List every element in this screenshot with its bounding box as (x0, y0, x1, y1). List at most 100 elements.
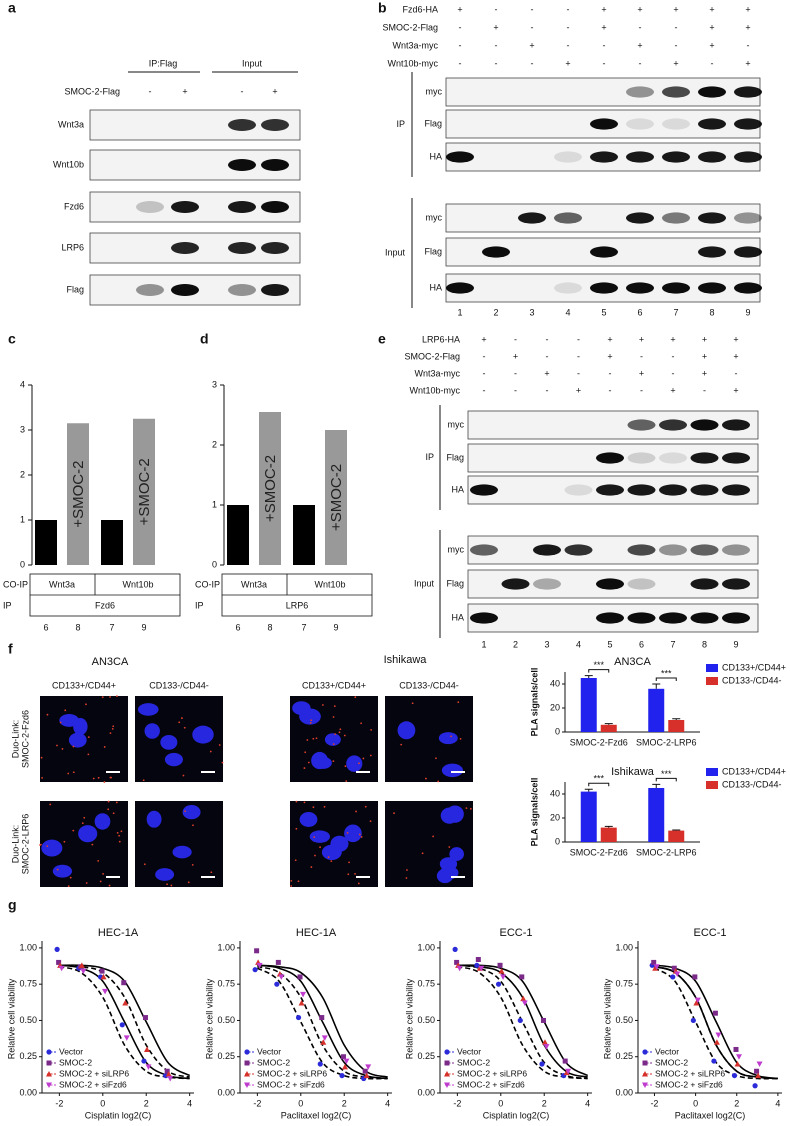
group-label: IP:Flag (149, 58, 178, 68)
y-axis-label: Relative cell viability (602, 978, 612, 1059)
sign: + (607, 334, 612, 344)
pla-dot (92, 777, 95, 780)
blot-band (596, 612, 624, 624)
pla-dot (143, 863, 146, 866)
point (752, 1083, 758, 1089)
blot-band (627, 578, 656, 590)
chart-title: HEC-1A (296, 927, 337, 939)
sign: - (495, 58, 498, 68)
y-tick-label: 0.50 (19, 1015, 37, 1025)
blot-band (554, 282, 582, 294)
blot-band (627, 452, 656, 464)
y-tick-label: 0.50 (417, 1015, 435, 1025)
blot-band (261, 201, 289, 213)
lane-number: 7 (673, 307, 678, 317)
legend-marker (244, 1049, 250, 1055)
x-tick-label: SMOC-2-LRP6 (636, 737, 697, 747)
point (320, 1039, 327, 1045)
legend-marker (46, 1049, 52, 1055)
x-tick-label: 4 (585, 1098, 590, 1108)
pla-dot (41, 776, 44, 779)
legend-label: Vector (457, 1046, 481, 1056)
sign: - (149, 86, 152, 96)
y-tick-label: 1.00 (19, 942, 37, 952)
pla-dot (112, 812, 115, 815)
sign: - (609, 385, 612, 395)
blot-band (261, 242, 289, 254)
lane-number: 6 (637, 307, 642, 317)
nucleus (68, 732, 87, 748)
pla-dot (469, 807, 472, 810)
blot-band (590, 151, 618, 163)
lane-number: 8 (709, 307, 714, 317)
blot-band (470, 484, 498, 496)
point (517, 1017, 523, 1024)
point (671, 965, 677, 971)
legend-marker (244, 1060, 250, 1066)
nucleus (449, 847, 464, 861)
sign: + (733, 351, 738, 361)
point (102, 988, 109, 995)
blot-band (659, 419, 687, 431)
x-tick-label: 8 (75, 622, 80, 632)
nucleus (438, 732, 458, 745)
pla-dot (85, 703, 87, 706)
column-header: CD133+/CD44+ (52, 680, 116, 690)
pla-dot (334, 733, 337, 736)
y-tick-label: 1.00 (615, 942, 633, 952)
bar (325, 430, 347, 565)
point (141, 1058, 147, 1064)
blot-band (690, 419, 719, 431)
y-tick-label: 1 (20, 514, 25, 524)
point (755, 1072, 762, 1079)
chart-title: AN3CA (614, 656, 651, 668)
sign: - (577, 351, 580, 361)
blot-band (596, 578, 624, 590)
point (339, 1072, 345, 1079)
sign: + (637, 4, 642, 14)
sign: - (483, 385, 486, 395)
x-tick-label: 6 (43, 622, 48, 632)
pla-dot (432, 835, 435, 838)
y-axis-label: PLA signals/cell (529, 668, 539, 737)
blot-label: myc (448, 544, 465, 554)
point (539, 1061, 545, 1067)
point (142, 1015, 148, 1021)
blot-band (626, 282, 654, 294)
pla-dot (303, 801, 306, 804)
pla-dot (295, 827, 298, 830)
blot-band (596, 452, 624, 464)
x-tick-label: 6 (235, 622, 240, 632)
pla-dot (332, 743, 335, 746)
point (295, 1014, 302, 1021)
cell-line-label: AN3CA (92, 656, 129, 668)
group-label: IP (425, 452, 434, 462)
blot-band (734, 118, 762, 130)
blot-band (446, 282, 474, 294)
condition-label: SMOC-2-Flag (404, 351, 460, 361)
pla-dot (103, 781, 106, 783)
pla-dot (435, 757, 437, 760)
row-label: SMOC-2-LRP6 (20, 814, 30, 875)
y-tick-label: 2 (20, 469, 25, 479)
pla-dot (107, 808, 110, 811)
sign: + (576, 385, 581, 395)
blot-band (722, 612, 750, 624)
lane-number: 3 (529, 307, 534, 317)
point (733, 1046, 739, 1052)
pla-dot (183, 726, 186, 729)
sign: - (640, 385, 643, 395)
blot-band (261, 159, 289, 171)
chart-title: ECC-1 (499, 927, 532, 939)
legend-label: CD133-/CD44- (722, 675, 782, 685)
blot-label: Fzd6 (64, 201, 84, 211)
pla-dot (358, 762, 360, 765)
y-tick-label: 0.25 (19, 1051, 37, 1061)
point (165, 1071, 172, 1077)
y-tick-label: 0.75 (217, 979, 235, 989)
pla-dot (332, 716, 335, 718)
panel-letter: c (8, 331, 16, 347)
legend-swatch (706, 677, 718, 685)
pla-dot (294, 859, 297, 862)
point (341, 1063, 348, 1070)
